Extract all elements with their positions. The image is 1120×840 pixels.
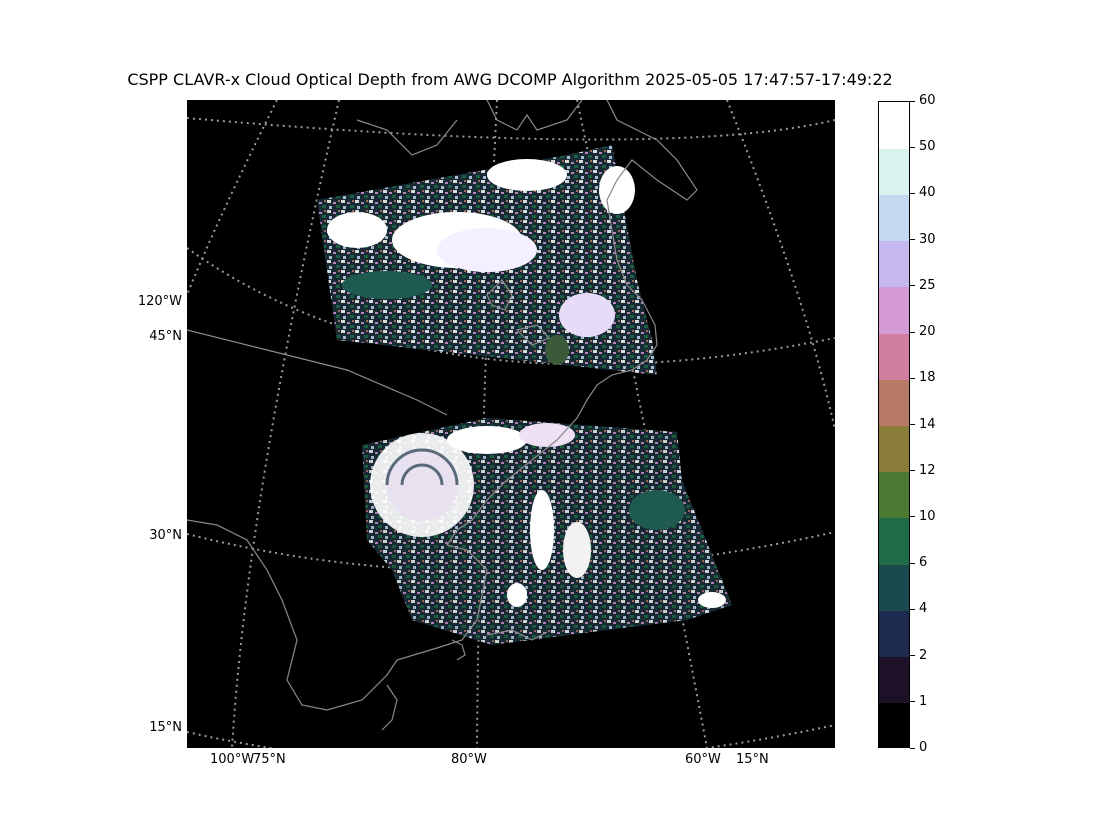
colorbar-tick-label: 12 (919, 462, 936, 478)
label-80w: 80°W (451, 752, 487, 767)
label-100w: 100°W (210, 752, 255, 767)
colorbar (878, 101, 910, 748)
colorbar-tick-label: 25 (919, 277, 936, 293)
colorbar-tick (910, 239, 915, 241)
colorbar-tick (910, 516, 915, 518)
colorbar-segment (879, 564, 909, 611)
colorbar-tick-label: 50 (919, 139, 936, 155)
great-lakes (486, 279, 551, 346)
colorbar-segment (879, 517, 909, 565)
label-15n-bottom: 15°N (736, 752, 769, 767)
cloud-swath-south (362, 418, 732, 645)
colorbar-tick (910, 470, 915, 472)
colorbar-tick (910, 747, 915, 749)
label-60w: 60°W (685, 752, 721, 767)
label-15n-left: 15°N (149, 720, 182, 735)
cloud-swath-north (317, 145, 657, 375)
colorbar-segment (879, 240, 909, 288)
colorbar-tick-label: 2 (919, 647, 928, 663)
colorbar-segment (879, 102, 909, 149)
colorbar-tick-label: 40 (919, 185, 936, 201)
colorbar-tick (910, 701, 915, 703)
colorbar-tick (910, 562, 915, 564)
figure-title: CSPP CLAVR-x Cloud Optical Depth from AW… (127, 70, 893, 89)
label-45n: 45°N (149, 329, 182, 344)
colorbar-segment (879, 471, 909, 519)
colorbar-segment (879, 286, 909, 334)
colorbar-tick (910, 377, 915, 379)
colorbar-segment (879, 656, 909, 704)
colorbar-tick (910, 331, 915, 333)
label-30n: 30°N (149, 528, 182, 543)
colorbar-segment (879, 379, 909, 426)
colorbar-tick-label: 10 (919, 508, 936, 524)
colorbar-tick-label: 30 (919, 231, 936, 247)
colorbar-segment (879, 333, 909, 380)
colorbar-tick-label: 6 (919, 555, 928, 571)
colorbar-tick (910, 424, 915, 425)
map-panel (187, 100, 835, 748)
colorbar-tick-label: 60 (919, 93, 936, 108)
colorbar-segment (879, 425, 909, 473)
colorbar-tick (910, 100, 915, 102)
colorbar-tick-label: 14 (919, 416, 936, 432)
colorbar-segment (879, 610, 909, 658)
colorbar-tick (910, 655, 915, 657)
colorbar-tick-label: 0 (919, 740, 928, 755)
coastlines (187, 100, 698, 731)
colorbar-tick-label: 1 (919, 693, 928, 709)
colorbar-tick-label: 4 (919, 601, 928, 617)
map-canvas (187, 100, 835, 748)
colorbar-tick (910, 146, 915, 148)
label-120w: 120°W (137, 294, 182, 309)
colorbar-tick (910, 608, 915, 610)
colorbar-tick-label: 18 (919, 370, 936, 386)
colorbar-segment (879, 702, 909, 747)
colorbar-tick (910, 285, 915, 287)
colorbar-tick-label: 20 (919, 324, 936, 340)
colorbar-segment (879, 194, 909, 242)
colorbar-segment (879, 148, 909, 195)
colorbar-tick (910, 192, 915, 194)
label-75n: 75°N (253, 752, 286, 767)
